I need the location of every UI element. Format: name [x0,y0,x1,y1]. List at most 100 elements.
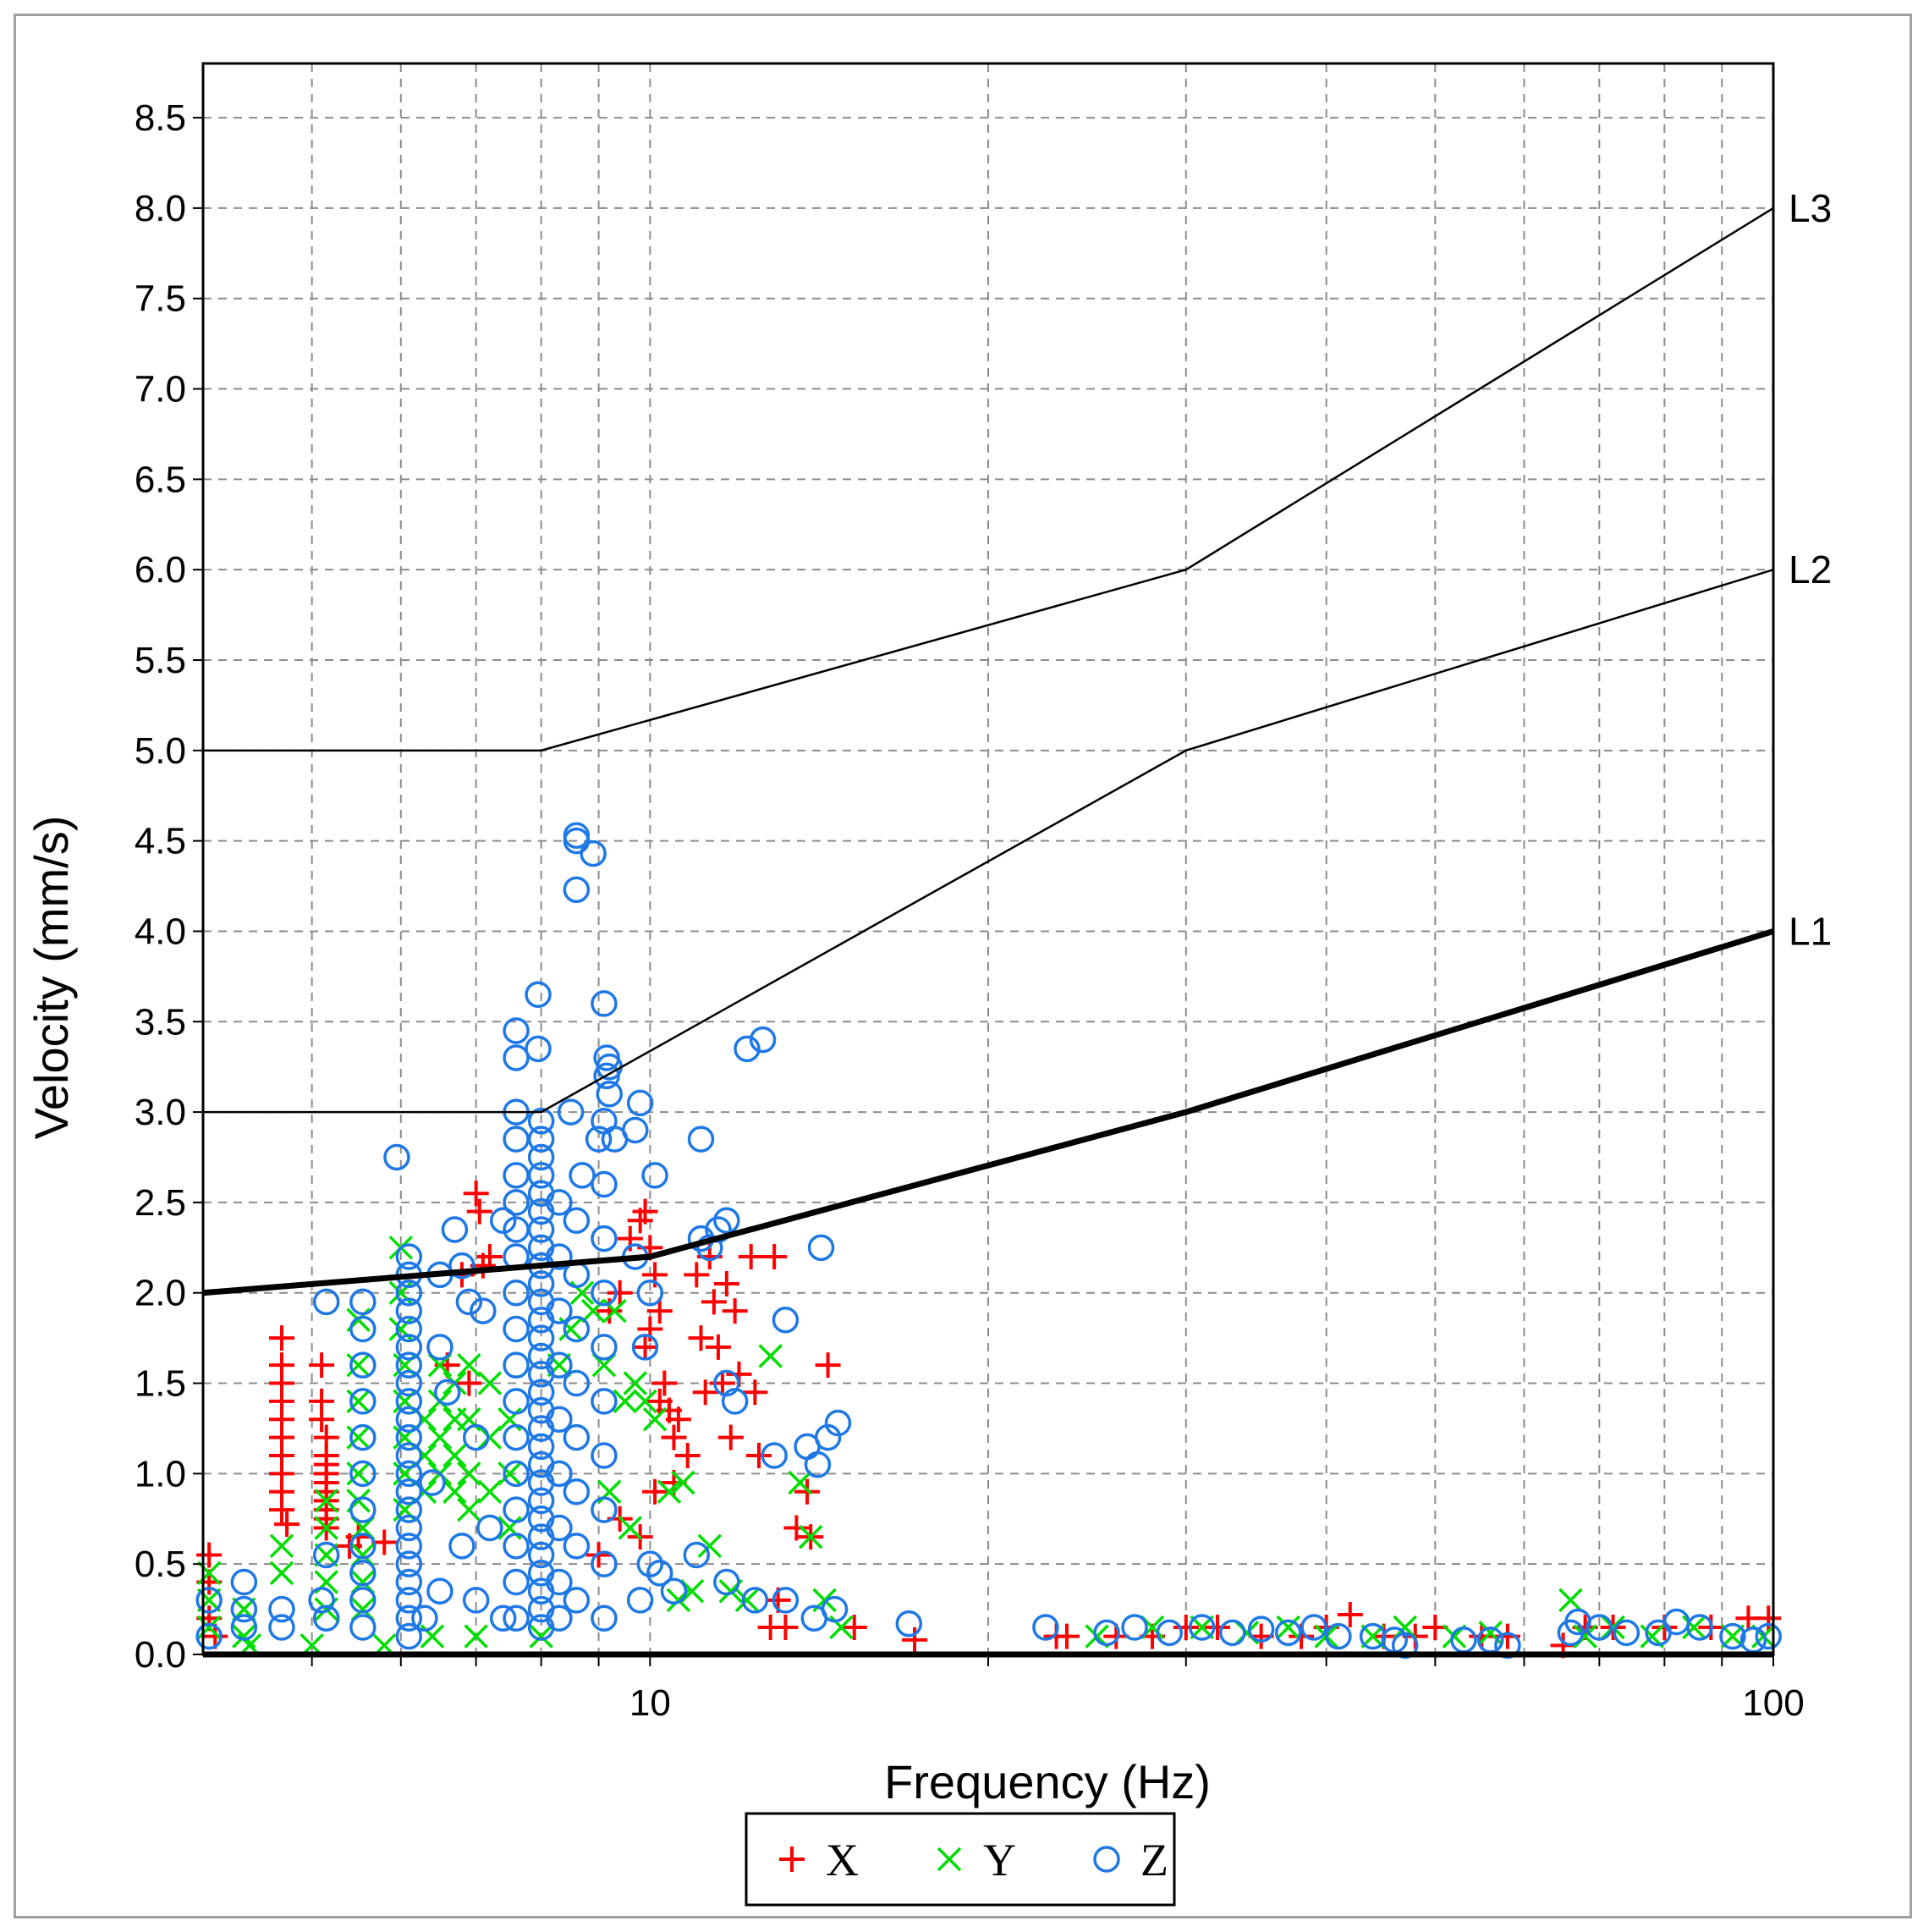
point-x [646,1298,673,1324]
point-z [591,1334,618,1361]
point-z [641,1162,668,1189]
point-z [527,1541,555,1569]
limit-line-l3 [203,206,1774,752]
point-z [503,1533,530,1560]
point-z [824,1409,852,1437]
point-x [815,1352,841,1379]
point-x [722,1298,748,1324]
point-z [527,1324,555,1351]
legend: X Y Z [745,1812,1176,1907]
limit-label-l3: L3 [1789,186,1832,230]
point-x [274,1511,300,1538]
point-z [821,1595,849,1623]
y-tick-label: 5.5 [135,640,186,681]
y-tick-label: 3.0 [135,1092,186,1133]
point-z [349,1460,376,1488]
point-z [527,1487,555,1515]
y-tick-label: 4.0 [135,911,186,952]
point-z [268,1614,295,1641]
point-z [395,1514,423,1542]
point-z [563,876,591,904]
point-z [591,1388,618,1415]
point-z [591,1550,618,1577]
point-x [783,1515,810,1541]
point-z [503,1568,530,1596]
point-x [772,1614,799,1640]
point-z [557,1098,585,1126]
point-y [1601,1615,1625,1640]
point-x [651,1370,678,1396]
point-z [195,1587,223,1614]
point-z [527,1162,555,1189]
point-z [230,1614,258,1641]
point-z [527,1216,555,1243]
point-z [476,1514,503,1542]
point-y [196,1615,222,1640]
point-z [1586,1614,1613,1641]
point-z [1156,1619,1183,1647]
point-z [395,1315,423,1343]
point-z [563,1315,591,1343]
point-x [632,1334,658,1360]
point-z [349,1351,376,1379]
point-z [527,1379,555,1406]
point-z [1450,1627,1477,1654]
series-layer [195,822,1782,1660]
point-z [395,1351,423,1379]
point-z [713,1207,740,1235]
point-y [346,1389,371,1414]
point-x [674,1443,701,1468]
point-z [546,1351,573,1379]
point-z [591,1442,618,1469]
point-z [563,1261,591,1289]
point-z [395,1279,423,1307]
point-z [426,1334,453,1361]
point-z [895,1610,923,1638]
point-z [395,1369,423,1397]
point-x [661,1424,687,1450]
point-x [717,1424,744,1450]
point-z [230,1595,258,1623]
point-z [395,1388,423,1415]
point-z [563,1587,591,1614]
legend-marker-z [1093,1846,1120,1873]
point-z [525,981,552,1008]
point-z [395,1550,423,1577]
point-z [503,1044,530,1071]
point-z [563,827,591,855]
point-z [596,1080,624,1108]
point-z [563,1207,591,1235]
point-z [426,1577,453,1604]
point-z [441,1216,469,1243]
point-x [1205,1614,1230,1640]
limit-label-l1: L1 [1789,909,1832,953]
point-z [527,1143,555,1171]
y-tick-label: 7.5 [135,278,186,320]
point-z [1719,1622,1746,1650]
point-z [503,1604,530,1632]
point-z [503,1162,530,1189]
point-x [902,1627,928,1653]
y-tick-label: 4.5 [135,821,186,862]
point-x [607,1280,633,1306]
point-x [1469,1623,1495,1649]
limit-line-l1 [202,928,1775,1296]
point-z [230,1568,258,1596]
y-tick-label: 5.0 [135,730,186,772]
point-z [1613,1619,1640,1647]
point-z [626,1587,654,1614]
point-y [269,1560,294,1586]
point-z [1032,1614,1059,1641]
limit-line-l2 [203,568,1774,1114]
point-x [701,1289,727,1315]
legend-label-z: Z [1140,1835,1168,1885]
point-z [503,1126,530,1153]
legend-box [745,1812,1176,1907]
point-y [734,1588,760,1613]
point-y [657,1479,682,1504]
point-z [395,1587,423,1614]
point-z [591,1604,618,1632]
point-x [713,1271,739,1297]
point-z [687,1126,715,1153]
